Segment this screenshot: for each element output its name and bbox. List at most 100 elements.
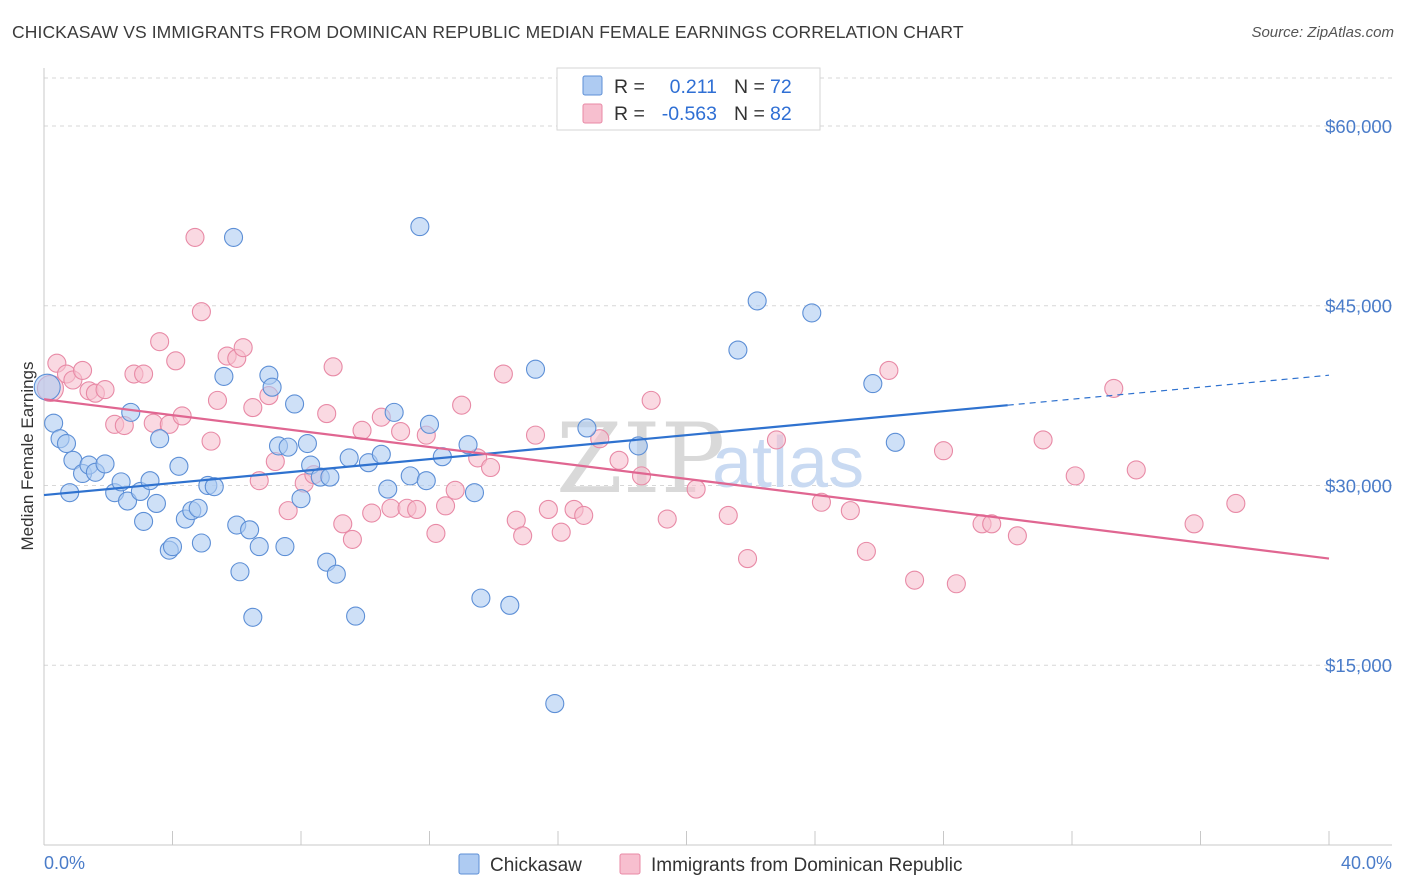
- data-point-dominican: [538, 499, 558, 519]
- data-point-dominican: [766, 430, 787, 450]
- data-point-dominican: [407, 499, 427, 519]
- data-point-dominican: [391, 421, 411, 442]
- data-point-chickasaw: [320, 467, 340, 487]
- data-point-dominican: [840, 501, 860, 521]
- data-point-dominican: [811, 492, 831, 512]
- data-point-chickasaw: [378, 479, 398, 499]
- data-point-dominican: [317, 404, 337, 424]
- data-point-dominican: [323, 357, 343, 377]
- data-point-dominican: [982, 514, 1002, 534]
- data-point-dominican: [574, 505, 594, 525]
- data-point-dominican: [445, 480, 465, 500]
- data-point-chickasaw: [117, 491, 138, 511]
- data-point-dominican: [436, 496, 456, 516]
- legend-series-dominican: Immigrants from Dominican Republic: [651, 855, 963, 876]
- x-tick-marks: [43, 831, 1330, 845]
- data-point-chickasaw: [384, 402, 404, 422]
- data-point-chickasaw: [204, 477, 224, 497]
- legend-r-value: -0.563: [662, 103, 717, 125]
- data-point-dominican: [1126, 460, 1146, 480]
- data-point-dominican: [352, 420, 372, 440]
- data-point-dominican: [134, 364, 154, 384]
- data-point-chickasaw: [121, 402, 141, 422]
- data-point-chickasaw: [410, 217, 430, 237]
- trend-lines: [43, 374, 1330, 560]
- y-tick-label: $15,000: [1325, 655, 1392, 676]
- data-point-dominican: [946, 574, 966, 594]
- data-point-dominican: [1065, 466, 1085, 486]
- data-point-chickasaw: [297, 433, 317, 454]
- data-point-chickasaw: [146, 493, 166, 513]
- data-point-chickasaw: [230, 562, 250, 582]
- legend-swatch-dominican: [582, 103, 603, 124]
- data-point-dominican: [609, 450, 629, 470]
- data-point-chickasaw: [346, 606, 366, 626]
- data-point-chickasaw: [188, 498, 208, 518]
- data-point-chickasaw: [291, 489, 311, 509]
- data-point-dominican: [933, 441, 954, 461]
- data-point-chickasaw: [339, 448, 359, 468]
- legend-n-label: N =: [734, 76, 765, 98]
- data-point-dominican: [362, 503, 382, 523]
- data-point-dominican: [333, 514, 353, 534]
- data-point-dominican: [191, 302, 211, 322]
- data-point-chickasaw: [464, 483, 485, 503]
- series-dominican-points: [36, 227, 1246, 594]
- trend-line-chickasaw: [43, 404, 1008, 497]
- data-point-dominican: [879, 360, 899, 380]
- data-point-chickasaw: [728, 340, 748, 360]
- data-point-chickasaw: [240, 520, 260, 540]
- data-point-chickasaw: [214, 366, 234, 386]
- data-point-chickasaw: [223, 227, 244, 247]
- data-point-chickasaw: [150, 429, 170, 449]
- correlation-legend: R = 0.211 N = 72 R = -0.563 N = 82: [556, 67, 821, 131]
- data-point-chickasaw: [419, 414, 440, 434]
- data-point-chickasaw: [863, 374, 883, 394]
- data-point-chickasaw: [500, 595, 520, 615]
- axes: [43, 68, 1392, 846]
- data-point-chickasaw: [400, 466, 420, 486]
- legend-r-label: R =: [614, 76, 645, 98]
- legend-swatch-chickasaw: [458, 853, 480, 875]
- data-point-dominican: [1104, 378, 1124, 398]
- data-point-chickasaw: [458, 435, 478, 455]
- legend-swatch-dominican: [619, 853, 641, 875]
- data-point-dominican: [73, 360, 93, 380]
- data-point-dominican: [1007, 526, 1027, 546]
- data-point-dominican: [525, 425, 546, 445]
- legend-n-label: N =: [734, 103, 765, 125]
- trend-line-dominican: [43, 398, 1330, 560]
- data-point-dominican: [737, 549, 758, 569]
- data-point-chickasaw: [33, 373, 61, 401]
- data-point-chickasaw: [262, 377, 282, 397]
- data-point-dominican: [278, 501, 298, 521]
- watermark-zip: ZIP: [556, 403, 725, 515]
- data-point-dominican: [1226, 493, 1246, 513]
- legend-n-value: 72: [770, 76, 792, 98]
- y-axis-label: Median Female Earnings: [18, 362, 37, 551]
- x-tick-label-max: 40.0%: [1341, 853, 1392, 873]
- data-point-dominican: [631, 466, 652, 486]
- data-point-dominican: [233, 338, 253, 358]
- data-point-chickasaw: [56, 433, 77, 454]
- data-point-chickasaw: [134, 511, 154, 531]
- data-point-chickasaw: [545, 694, 565, 714]
- data-point-chickasaw: [243, 607, 263, 627]
- data-point-chickasaw: [471, 588, 491, 608]
- trend-line-chickasaw-extension: [1007, 374, 1330, 406]
- data-point-dominican: [342, 529, 362, 549]
- data-point-dominican: [686, 479, 706, 499]
- legend-n-value: 82: [770, 103, 792, 125]
- data-point-chickasaw: [628, 436, 648, 456]
- data-point-chickasaw: [326, 564, 346, 584]
- y-tick-labels: $15,000 $30,000 $45,000 $60,000: [1325, 116, 1392, 676]
- data-point-dominican: [1033, 430, 1053, 450]
- data-point-dominican: [265, 451, 285, 472]
- data-point-chickasaw: [747, 291, 767, 311]
- data-point-chickasaw: [885, 432, 905, 452]
- data-point-dominican: [493, 364, 513, 384]
- data-point-chickasaw: [285, 394, 305, 414]
- y-tick-label: $30,000: [1325, 475, 1392, 496]
- data-point-chickasaw: [191, 533, 211, 553]
